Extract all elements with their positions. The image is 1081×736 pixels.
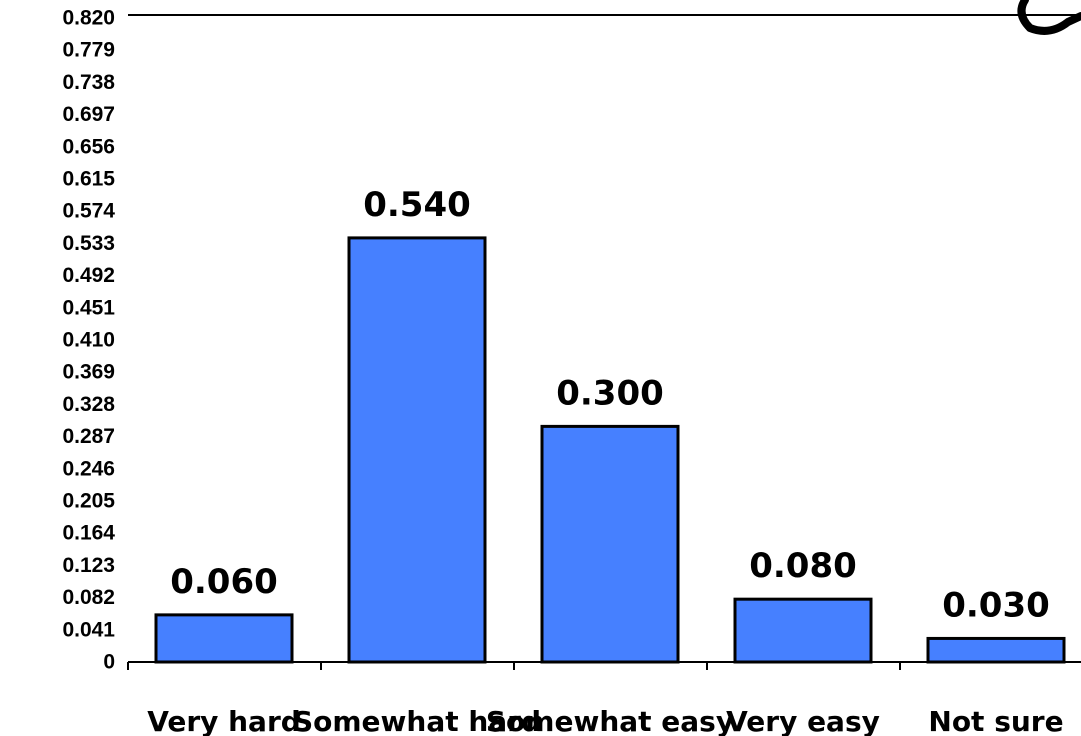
y-tick-label: 0 <box>103 651 115 674</box>
data-label: 0.030 <box>942 585 1050 625</box>
y-tick-label: 0.820 <box>62 7 115 30</box>
y-tick-label: 0.041 <box>62 618 115 641</box>
x-tick-label: Somewhat hard <box>293 705 541 736</box>
data-label: 0.080 <box>749 546 857 586</box>
y-tick-label: 0.369 <box>62 361 115 384</box>
y-tick-label: 0.779 <box>62 39 115 62</box>
y-tick-label: 0.615 <box>62 168 115 191</box>
bar <box>926 636 1066 664</box>
y-tick-label: 0.205 <box>62 490 115 513</box>
bar <box>347 236 487 664</box>
y-tick-label: 0.492 <box>62 264 115 287</box>
bar <box>540 424 680 664</box>
y-tick-label: 0.697 <box>62 103 115 126</box>
y-tick-label: 0.082 <box>62 586 115 609</box>
y-tick-label: 0.123 <box>62 554 115 577</box>
y-tick-label: 0.246 <box>62 457 115 480</box>
y-tick-label: 0.287 <box>62 425 115 448</box>
y-tick-label: 0.533 <box>62 232 115 255</box>
y-tick-label: 0.451 <box>62 296 115 319</box>
data-labels: 0.060 0.540 0.300 0.080 0.030 <box>170 185 1050 626</box>
x-tick-label: Somewhat easy <box>486 705 734 736</box>
y-tick-label: 0.410 <box>62 329 115 352</box>
x-tick-label: Very easy <box>726 705 880 736</box>
x-tick-label: Very hard <box>147 705 301 736</box>
y-tick-label: 0.164 <box>62 522 115 545</box>
bar <box>154 613 294 664</box>
y-tick-label: 0.328 <box>62 393 115 416</box>
y-tick-label: 0.574 <box>62 200 115 223</box>
y-axis-ticks: 0 0.041 0.082 0.123 0.164 0.205 0.246 0.287 0.32… <box>62 7 115 674</box>
y-tick-label: 0.656 <box>62 135 115 158</box>
bar-series <box>154 236 1066 664</box>
x-tick-label: Not sure <box>928 705 1063 736</box>
y-tick-label: 0.738 <box>62 71 115 94</box>
data-label: 0.060 <box>170 562 278 602</box>
x-axis-tick-marks <box>127 662 901 670</box>
corner-glyph <box>1017 0 1081 35</box>
bar <box>733 597 873 664</box>
data-label: 0.540 <box>363 185 471 225</box>
data-label: 0.300 <box>556 373 664 413</box>
